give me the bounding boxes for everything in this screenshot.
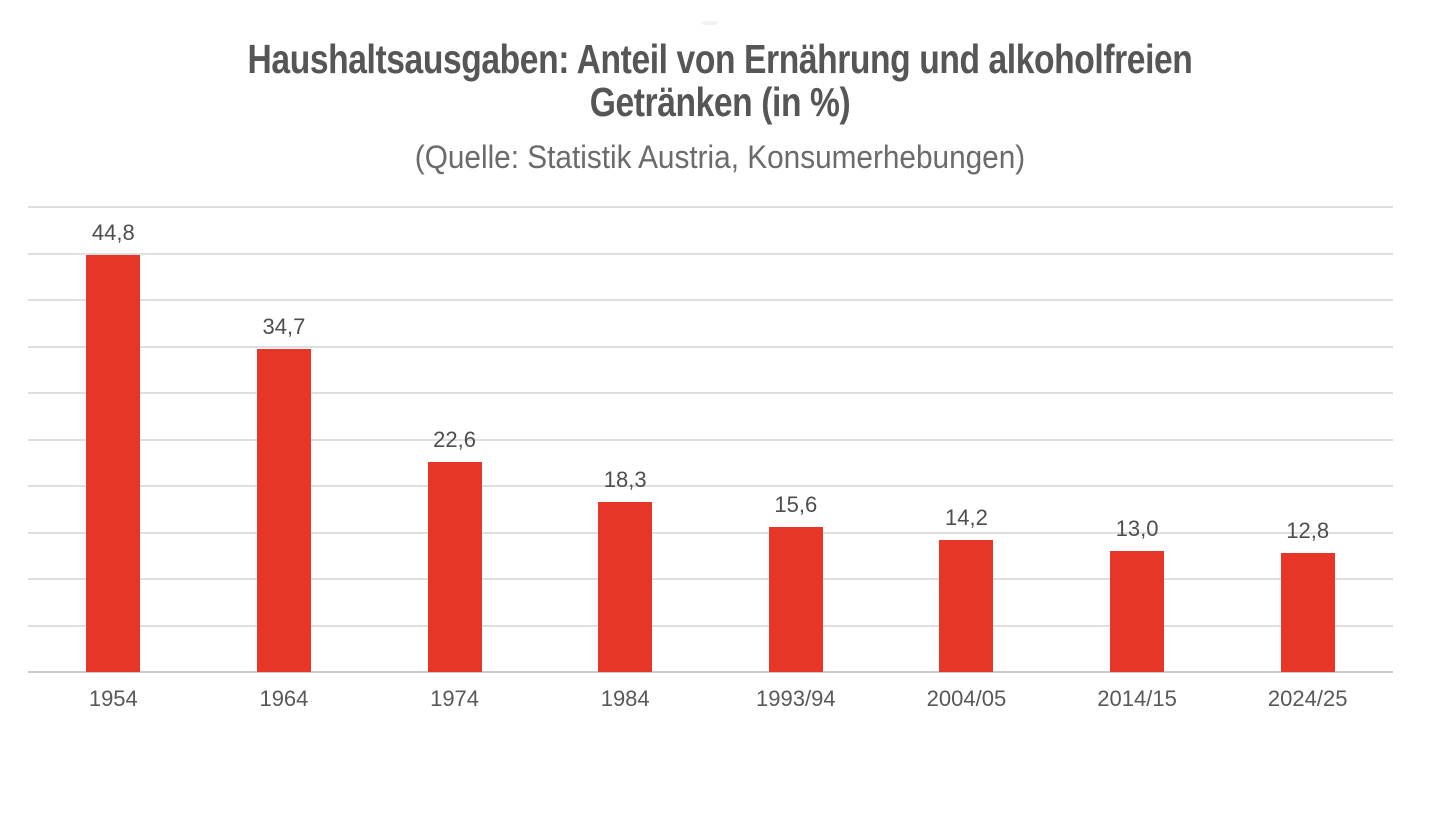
x-axis-label: 1984 <box>600 686 650 711</box>
gridline <box>28 206 1393 208</box>
x-axis-label: 1954 <box>88 686 138 711</box>
gridline <box>28 531 1393 534</box>
bar <box>256 349 311 672</box>
x-axis-label: 2014/15 <box>1097 686 1177 711</box>
x-axis-label: 1974 <box>430 686 480 711</box>
x-axis-label: 2024/25 <box>1267 686 1348 711</box>
bar <box>1110 551 1165 672</box>
faint-artifact-dash <box>702 21 718 25</box>
gridline <box>28 578 1393 580</box>
gridline <box>28 624 1393 627</box>
gridline <box>28 345 1393 348</box>
x-axis-line <box>28 671 1393 673</box>
category-slot: 22,6 1974 <box>369 207 540 711</box>
category-slot: 44,8 1954 <box>28 207 199 711</box>
gridline <box>28 252 1393 255</box>
bar-series: 44,8 1954 34,7 1964 22,6 1974 18,3 1984 15,6 1993… <box>28 207 1393 711</box>
category-slot: 12,8 2024/25 <box>1222 207 1393 711</box>
data-label: 12,8 <box>1286 517 1330 543</box>
gridline <box>28 438 1393 441</box>
chart-title-line-2: Getränken (in %) <box>589 79 851 125</box>
data-label: 34,7 <box>262 314 306 340</box>
bar <box>86 255 141 672</box>
bar <box>427 461 482 672</box>
gridline <box>28 485 1393 487</box>
bar <box>1280 552 1335 672</box>
data-label: 14,2 <box>945 504 988 530</box>
bar <box>768 526 823 672</box>
bar <box>598 501 653 672</box>
gridline <box>28 299 1393 301</box>
data-label: 13,0 <box>1115 516 1159 542</box>
category-slot: 18,3 1984 <box>540 207 711 711</box>
data-label: 15,6 <box>774 491 818 517</box>
chart-subtitle: (Quelle: Statistik Austria, Konsumerhebu… <box>414 139 1026 175</box>
plot-area: 44,8 1954 34,7 1964 22,6 1974 18,3 1984 15,6 1993… <box>28 206 1393 711</box>
x-axis-label: 1993/94 <box>756 686 836 711</box>
bar <box>939 539 994 672</box>
category-slot: 13,0 2014/15 <box>1052 207 1223 711</box>
x-axis-label: 2004/05 <box>926 686 1007 711</box>
data-label: 18,3 <box>603 466 647 492</box>
category-slot: 14,2 2004/05 <box>881 207 1052 711</box>
data-label: 22,6 <box>433 426 476 452</box>
x-axis-label: 1964 <box>259 686 309 711</box>
category-slot: 34,7 1964 <box>199 207 370 711</box>
gridline <box>28 392 1393 394</box>
chart-title: Haushaltsausgaben: Anteil von Ernährung … <box>130 38 1311 124</box>
chart-title-line-1: Haushaltsausgaben: Anteil von Ernährung … <box>247 36 1193 82</box>
data-label: 44,8 <box>91 220 135 246</box>
category-slot: 15,6 1993/94 <box>711 207 882 711</box>
